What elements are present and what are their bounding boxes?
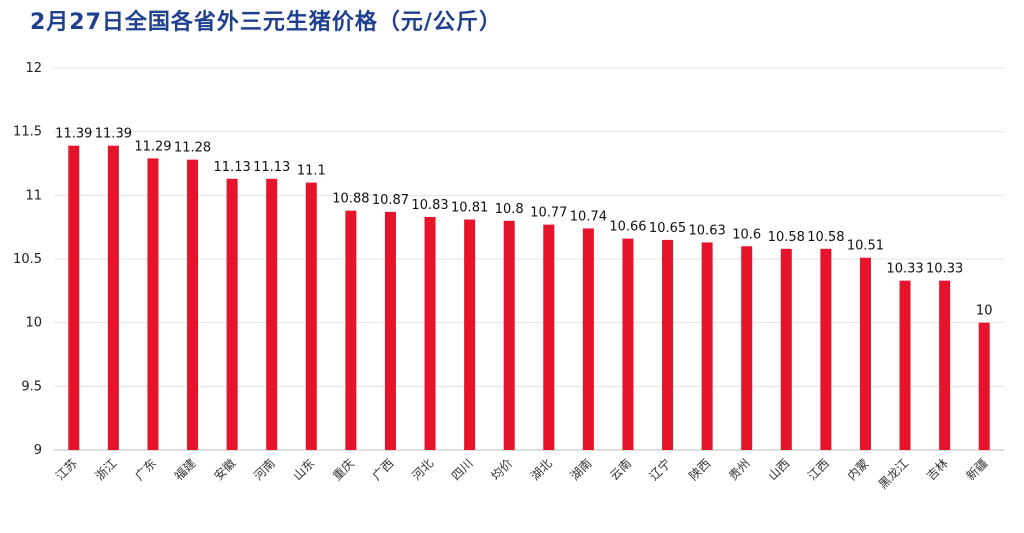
category-label: 安徽 (211, 456, 239, 484)
grid-lines (54, 67, 1004, 451)
y-tick-label: 11 (25, 188, 42, 203)
data-label: 10.33 (926, 262, 963, 277)
data-label: 10.58 (768, 230, 805, 245)
category-label: 湖南 (567, 456, 595, 484)
category-label: 山东 (291, 456, 318, 483)
y-tick-label: 10 (25, 316, 42, 331)
bar (582, 228, 594, 450)
bar (503, 220, 515, 450)
data-label: 10 (976, 304, 993, 319)
category-label: 江苏 (53, 456, 80, 483)
category-label: 广东 (132, 456, 159, 483)
bar (622, 238, 634, 450)
bar (424, 216, 436, 450)
bar (780, 248, 792, 450)
category-label: 黑龙江 (876, 456, 911, 491)
data-label: 10.66 (609, 220, 646, 235)
data-label: 10.33 (886, 262, 923, 277)
bar (741, 246, 753, 450)
category-label: 重庆 (330, 456, 357, 483)
data-label: 10.6 (732, 227, 761, 242)
category-label: 河南 (250, 456, 278, 484)
category-label: 贵州 (726, 456, 753, 483)
data-label: 10.65 (649, 221, 686, 236)
bar (187, 159, 199, 450)
data-label: 11.13 (253, 160, 290, 175)
bar (820, 248, 832, 450)
category-label: 四川 (449, 456, 476, 483)
y-tick-label: 11.5 (13, 125, 42, 140)
bar (345, 210, 357, 450)
category-label: 云南 (606, 456, 634, 484)
data-label: 11.39 (95, 127, 132, 142)
category-label: 新疆 (963, 456, 991, 484)
category-label: 山西 (766, 456, 793, 483)
category-label: 江西 (805, 456, 832, 483)
data-label: 10.8 (495, 202, 524, 217)
y-axis-ticks: 9 9.5 10 10.5 11 11.5 12 (13, 61, 42, 458)
bar (701, 242, 713, 450)
bar (662, 239, 674, 450)
y-tick-label: 12 (25, 61, 42, 76)
bar (859, 257, 871, 450)
bar (464, 219, 476, 450)
category-label: 陕西 (686, 456, 714, 484)
data-label: 10.77 (530, 206, 567, 221)
data-label: 10.81 (451, 201, 488, 216)
data-label: 10.87 (372, 193, 409, 208)
category-label: 福建 (171, 456, 199, 484)
bar (978, 322, 990, 450)
category-label: 均价 (488, 456, 515, 483)
bar (147, 158, 159, 450)
category-label: 浙江 (93, 456, 120, 483)
data-label: 10.51 (847, 239, 884, 254)
bar (543, 224, 555, 450)
data-label: 11.13 (214, 160, 251, 175)
bars (68, 145, 990, 450)
data-label: 10.58 (807, 230, 844, 245)
y-tick-label: 9 (34, 443, 42, 458)
data-label: 10.74 (570, 209, 607, 224)
category-label: 广西 (370, 456, 397, 483)
chart-title: 2月27日全国各省外三元生猪价格（元/公斤） (30, 10, 502, 35)
category-label: 河北 (409, 456, 436, 483)
bar (939, 280, 951, 450)
bar (384, 211, 396, 450)
category-label: 辽宁 (646, 456, 674, 484)
data-label: 10.83 (411, 198, 448, 213)
bar (899, 280, 911, 450)
y-tick-label: 9.5 (21, 379, 42, 394)
data-label: 10.88 (332, 192, 369, 207)
data-label: 11.29 (134, 139, 171, 154)
category-label: 内蒙 (845, 456, 872, 483)
data-label: 11.39 (55, 127, 92, 142)
data-label: 11.28 (174, 141, 211, 156)
category-labels: 江苏 浙江 广东 福建 安徽 河南 山东 重庆 广西 河北 四川 均价 湖北 湖南 云南 辽宁 陕西 贵州 山西 江西… (53, 456, 990, 492)
bar (226, 178, 238, 450)
bar (68, 145, 80, 450)
bar (305, 182, 317, 450)
category-label: 湖北 (527, 456, 555, 484)
bar (266, 178, 278, 450)
y-tick-label: 10.5 (13, 252, 42, 267)
category-label: 吉林 (924, 456, 951, 483)
data-label: 11.1 (297, 164, 326, 179)
data-label: 10.63 (689, 223, 726, 238)
bar (107, 145, 119, 450)
